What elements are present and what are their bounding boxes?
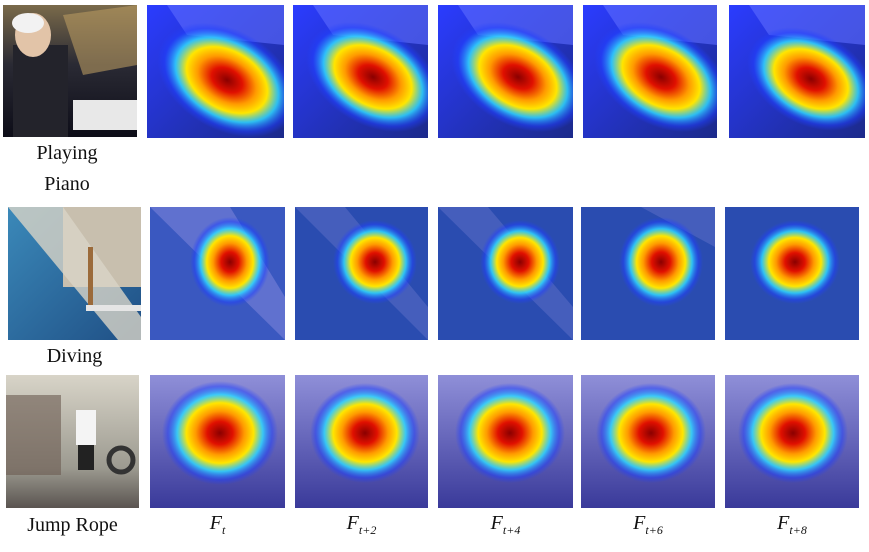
piano-heatmap-ft8: [729, 5, 865, 138]
row-label-diving: Diving: [46, 345, 103, 367]
diving-heatmap-ft4: [438, 207, 573, 340]
col-label-ft: Ft: [209, 512, 226, 537]
diving-original-frame: [8, 207, 141, 340]
jumprope-heatmap-ft2: [295, 375, 428, 508]
col-label-ft8: Ft+8: [777, 512, 807, 537]
piano-original-frame: [3, 5, 137, 137]
col-label-ft4: Ft+4: [490, 512, 521, 537]
jumprope-heatmap-ft8: [725, 375, 859, 508]
col-label-ft2: Ft+2: [346, 512, 377, 537]
col-label-ft6: Ft+6: [633, 512, 663, 537]
diving-heatmap-ft6: [581, 207, 715, 340]
jumprope-heatmap-ft6: [581, 375, 715, 508]
row-label-playing-piano: Playing Piano: [36, 142, 98, 195]
diving-heatmap-ft: [150, 207, 285, 340]
jumprope-heatmap-ft: [150, 375, 285, 508]
diving-heatmap-ft2: [295, 207, 428, 340]
piano-heatmap-ft6: [583, 5, 717, 138]
jumprope-original-frame: [6, 375, 139, 508]
piano-heatmap-ft4: [438, 5, 573, 138]
diving-heatmap-ft8: [725, 207, 859, 340]
piano-heatmap-ft2: [293, 5, 428, 138]
jumprope-heatmap-ft4: [438, 375, 573, 508]
piano-heatmap-ft: [147, 5, 284, 138]
row-label-jump-rope: Jump Rope: [27, 514, 118, 536]
